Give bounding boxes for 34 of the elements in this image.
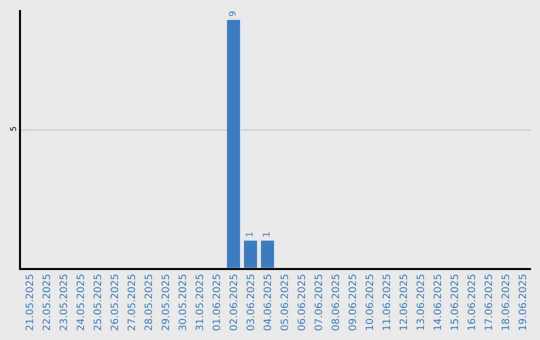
y-tick-label: 5 (9, 126, 18, 132)
x-tick-label: 02.06.2025 (228, 274, 240, 332)
data-label: 9 (228, 10, 238, 17)
x-tick-label: 29.05.2025 (160, 274, 172, 332)
x-tick-label: 26.05.2025 (110, 274, 121, 332)
x-tick-label: 08.06.2025 (330, 274, 342, 332)
x-tick-label: 09.06.2025 (348, 274, 359, 332)
x-tick-label: 11.06.2025 (382, 274, 393, 332)
x-tick-label: 31.05.2025 (194, 274, 206, 332)
x-tick-label: 18.06.2025 (500, 274, 512, 332)
x-tick-label: 07.06.2025 (314, 274, 325, 332)
x-tick-label: 24.05.2025 (76, 274, 87, 332)
x-tick-label: 05.06.2025 (280, 274, 291, 332)
x-tick-label: 12.06.2025 (398, 274, 410, 332)
x-tick-label: 10.06.2025 (364, 274, 376, 332)
x-tick-label: 22.05.2025 (42, 274, 53, 332)
data-label: 1 (246, 232, 256, 238)
x-tick-label: 30.05.2025 (178, 274, 189, 332)
x-tick-label: 13.06.2025 (416, 274, 427, 332)
x-tick-label: 25.05.2025 (92, 274, 104, 332)
x-tick-label: 01.06.2025 (212, 274, 223, 332)
x-tick-label: 28.05.2025 (144, 274, 155, 332)
x-tick-label: 04.06.2025 (262, 274, 274, 332)
x-tick-label: 03.06.2025 (246, 274, 257, 332)
x-tick-label: 15.06.2025 (450, 274, 461, 332)
x-tick-label: 06.06.2025 (296, 274, 308, 332)
x-tick-label: 14.06.2025 (432, 274, 444, 332)
x-tick-label: 21.05.2025 (24, 274, 36, 332)
x-tick-label: 17.06.2025 (484, 274, 495, 332)
x-tick-label: 23.05.2025 (58, 274, 70, 332)
data-label: 1 (262, 232, 272, 238)
x-tick-label: 27.05.2025 (126, 274, 138, 332)
x-tick-label: 16.06.2025 (466, 274, 478, 332)
x-tick-label: 19.06.2025 (518, 274, 529, 332)
